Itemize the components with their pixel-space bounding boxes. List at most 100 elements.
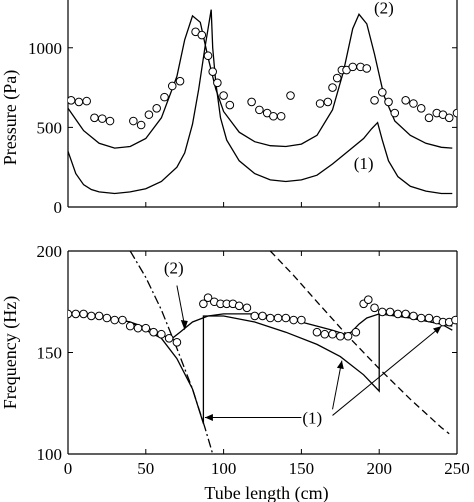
measured-point [401, 309, 410, 319]
annotation-2: (2) [374, 0, 394, 18]
series-1-line [68, 311, 453, 424]
measured-point [409, 311, 418, 321]
measured-point [87, 311, 96, 321]
frequency-panel: 100 150 200 0 50 100 150 200 250 Frequency (Hz) Tu… [0, 242, 470, 502]
x-tick-label: 100 [211, 459, 237, 478]
measured-point [144, 110, 154, 119]
measured-point [370, 303, 379, 313]
measured-point [125, 321, 135, 331]
measured-point [401, 96, 410, 105]
y-tick-label: 1000 [28, 39, 62, 58]
measured-point [351, 327, 361, 337]
measured-point [255, 105, 264, 115]
measured-point [444, 113, 454, 123]
y-tick-label: 200 [37, 242, 63, 261]
measured-point [74, 97, 84, 107]
measured-point [208, 67, 218, 76]
measured-point [258, 311, 267, 321]
measured-point [384, 97, 393, 107]
measured-point [79, 309, 88, 319]
measured-point [312, 327, 322, 337]
x-tick-label: 150 [289, 459, 315, 478]
measured-point [152, 103, 161, 113]
measured-point [160, 92, 169, 102]
measured-point [289, 315, 298, 325]
y-axis-label: Pressure (Pa) [0, 70, 21, 165]
measured-point [328, 83, 337, 92]
measured-point [203, 293, 213, 302]
measured-point [97, 114, 107, 123]
measured-point [213, 78, 222, 88]
measured-point [68, 309, 73, 319]
annotation-2: (2) [164, 258, 184, 277]
measured-point [323, 97, 333, 107]
annotation-arrow [332, 325, 442, 416]
dashed-line [269, 251, 450, 435]
measured-point [364, 295, 373, 305]
measured-point [102, 313, 112, 323]
dashdot-line [129, 251, 214, 454]
measured-point [336, 331, 345, 341]
measured-point [424, 113, 434, 123]
measured-point [250, 311, 260, 321]
measured-point [370, 96, 379, 105]
measured-point [149, 327, 158, 337]
measured-point [451, 315, 457, 325]
measured-point [385, 307, 395, 317]
annotation-1: (1) [302, 408, 322, 427]
x-tick-label: 0 [64, 459, 73, 478]
measured-point [452, 108, 457, 118]
series-1-line [68, 9, 453, 195]
measured-point [105, 116, 115, 126]
x-tick-label: 200 [366, 459, 392, 478]
measured-point [390, 108, 400, 118]
y-tick-label: 0 [54, 198, 63, 217]
measured-point [94, 311, 104, 321]
measured-point [197, 30, 207, 40]
measured-point [234, 301, 244, 311]
y-axis-label: Frequency (Hz) [0, 296, 21, 409]
measured-point [110, 315, 119, 325]
annotation-arrowhead [180, 320, 188, 331]
measured-point [199, 299, 208, 309]
measured-point [136, 120, 146, 130]
measured-point [348, 62, 358, 72]
measured-point [129, 116, 138, 126]
measured-point [416, 313, 426, 323]
measured-point [276, 111, 286, 121]
measured-point [393, 309, 403, 319]
measured-point [225, 100, 235, 110]
measured-point [416, 103, 426, 113]
measured-point [265, 313, 275, 323]
y-tick-label: 500 [37, 118, 63, 137]
x-tick-label: 50 [137, 459, 154, 478]
measured-point [297, 315, 306, 325]
annotation-arrow [176, 285, 186, 327]
measured-point [164, 333, 174, 343]
measured-point [409, 99, 418, 108]
y-tick-label: 100 [37, 445, 63, 464]
measured-point [424, 313, 434, 323]
measured-point [172, 338, 182, 347]
annotation-arrowhead [433, 326, 442, 334]
measured-point [175, 76, 185, 86]
measured-point [90, 113, 99, 123]
plot-area [68, 251, 457, 454]
measured-point [332, 73, 342, 83]
measured-point [203, 51, 213, 61]
measured-point [167, 81, 177, 91]
measured-point [269, 111, 278, 121]
measured-point [68, 96, 76, 105]
measured-point [82, 96, 91, 106]
measured-point [343, 331, 353, 341]
measured-point [71, 309, 81, 319]
measured-point [362, 64, 372, 73]
measured-point [378, 307, 387, 317]
measured-point [328, 329, 337, 339]
measured-point [320, 329, 330, 339]
measured-point [157, 329, 166, 339]
pressure-panel: 0 500 1000 Pressure (Pa) (2) (1) [0, 0, 458, 217]
annotation-1: (1) [354, 154, 374, 173]
measured-point [315, 99, 325, 108]
